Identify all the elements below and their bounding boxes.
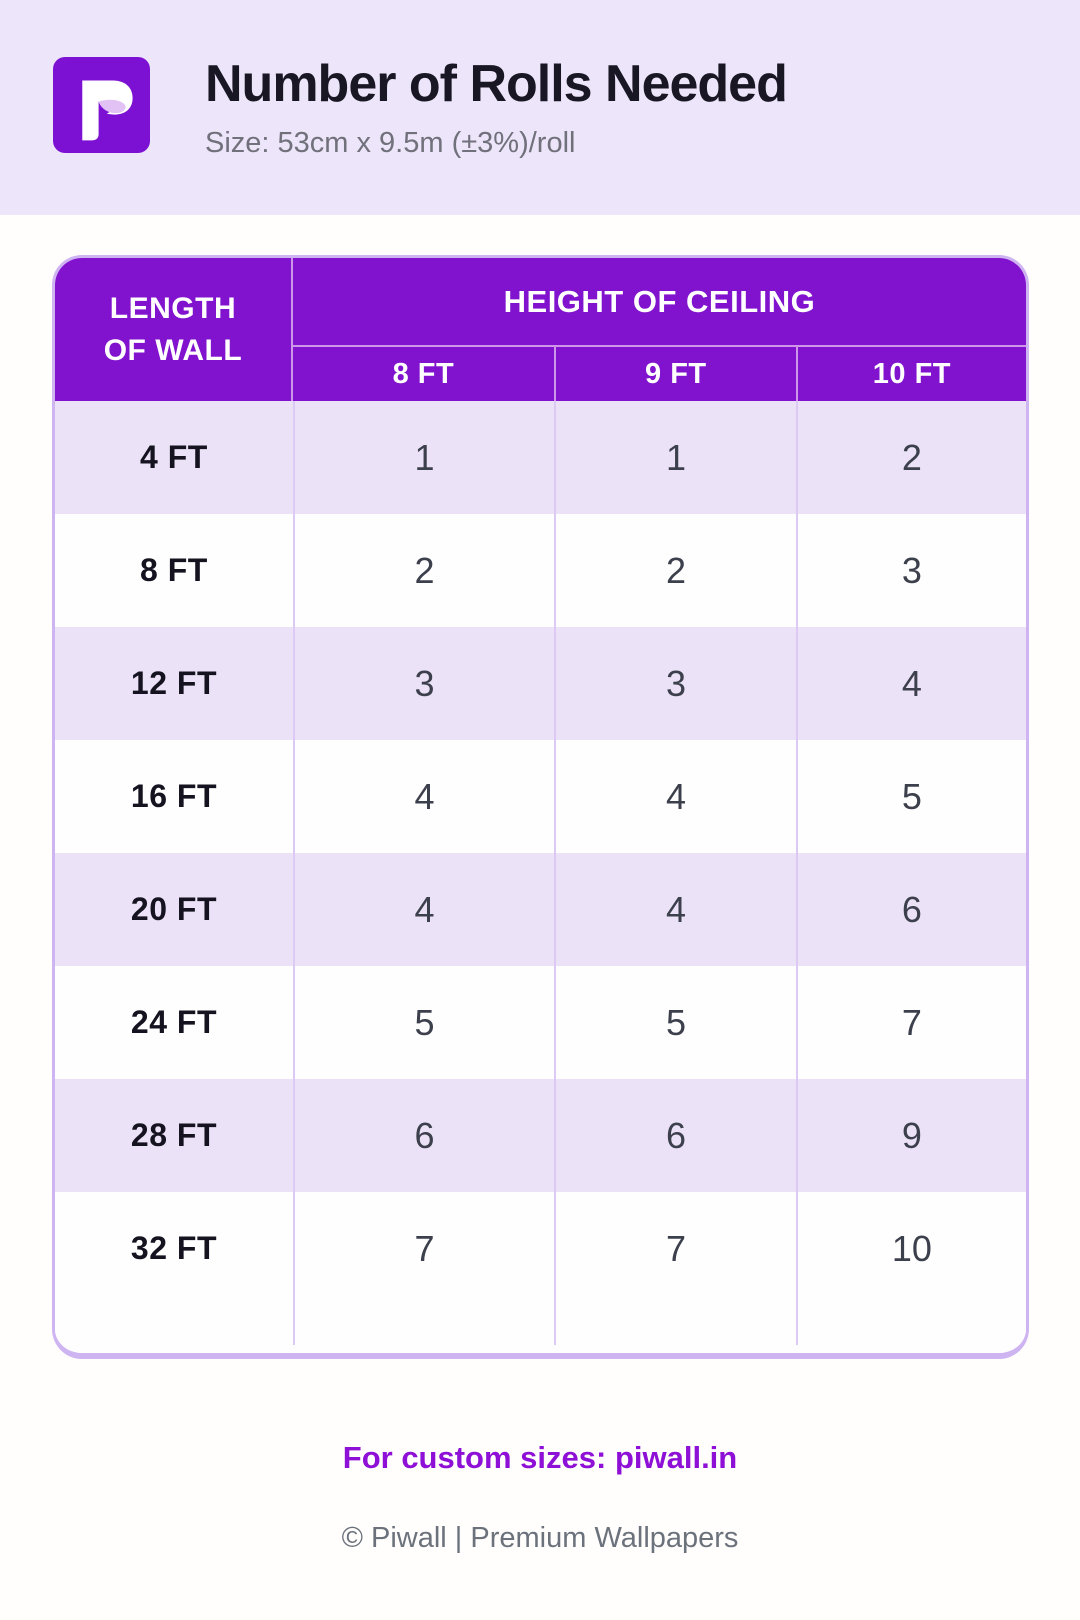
cell-value: 3: [292, 627, 554, 740]
cell-value: 7: [554, 1192, 796, 1305]
corner-header-length-of-wall: LENGTH OF WALL: [55, 258, 293, 401]
height-of-ceiling-group: HEIGHT OF CEILING 8 FT 9 FT 10 FT: [292, 258, 1026, 401]
row-label: 16 FT: [130, 778, 217, 814]
cell-value: 5: [795, 740, 1026, 853]
row-label: 20 FT: [130, 891, 217, 927]
table-row: 24 FT 5 5 7: [55, 966, 1026, 1079]
cell-value: 1: [292, 401, 554, 514]
custom-sizes-text: For custom sizes: piwall.in: [342, 1440, 738, 1475]
cell-value: 4: [554, 853, 796, 966]
row-label: 8 FT: [140, 552, 208, 588]
column-header-9ft: 9 FT: [553, 347, 796, 401]
page-footer: For custom sizes: piwall.in © Piwall | P…: [0, 1440, 1080, 1555]
column-separator: [292, 1305, 554, 1345]
column-separator: [554, 1305, 796, 1345]
cell-value: 6: [795, 853, 1026, 966]
column-header-8ft: 8 FT: [392, 357, 455, 390]
cell-value: 2: [795, 401, 1026, 514]
cell-value: 4: [292, 853, 554, 966]
cell-value: 2: [554, 514, 796, 627]
column-header-row: 8 FT 9 FT 10 FT: [292, 345, 1026, 401]
cell-value: 10: [795, 1192, 1026, 1305]
cell-value: 3: [795, 514, 1026, 627]
row-label: 12 FT: [130, 665, 217, 701]
cell-value: 6: [292, 1079, 554, 1192]
rolls-table: LENGTH OF WALL HEIGHT OF CEILING 8 FT 9 …: [52, 255, 1029, 1359]
cell-value: 7: [292, 1192, 554, 1305]
page-title: Number of Rolls Needed: [205, 55, 788, 113]
table-row: 4 FT 1 1 2: [55, 401, 1026, 514]
cell-value: 4: [554, 740, 796, 853]
table-bottom-pad: [55, 1305, 1026, 1353]
copyright-text: © Piwall | Premium Wallpapers: [341, 1522, 739, 1554]
table-row: 32 FT 7 7 10: [55, 1192, 1026, 1305]
table-row: 20 FT 4 4 6: [55, 853, 1026, 966]
cell-value: 9: [795, 1079, 1026, 1192]
table-body: 4 FT 1 1 2 8 FT 2 2 3 12 FT 3 3 4 16 FT …: [55, 401, 1026, 1305]
cell-value: 4: [795, 627, 1026, 740]
row-label: 28 FT: [130, 1117, 217, 1153]
cell-value: 1: [554, 401, 796, 514]
table-row: 8 FT 2 2 3: [55, 514, 1026, 627]
table-row: 12 FT 3 3 4: [55, 627, 1026, 740]
piwall-logo-icon: [53, 57, 150, 153]
row-label: 4 FT: [140, 439, 208, 475]
column-separator: [795, 1305, 1026, 1345]
page-subtitle: Size: 53cm x 9.5m (±3%)/roll: [205, 126, 576, 159]
page-header: Number of Rolls Needed Size: 53cm x 9.5m…: [0, 0, 1080, 215]
cell-value: 3: [554, 627, 796, 740]
table-row: 28 FT 6 6 9: [55, 1079, 1026, 1192]
row-label: 32 FT: [130, 1230, 217, 1266]
column-header-10ft: 10 FT: [795, 347, 1026, 401]
row-label: 24 FT: [130, 1004, 217, 1040]
table-row: 16 FT 4 4 5: [55, 740, 1026, 853]
table-header: LENGTH OF WALL HEIGHT OF CEILING 8 FT 9 …: [55, 258, 1026, 401]
cell-value: 7: [795, 966, 1026, 1079]
cell-value: 2: [292, 514, 554, 627]
cell-value: 5: [292, 966, 554, 1079]
group-header: HEIGHT OF CEILING: [503, 283, 816, 319]
title-block: Number of Rolls Needed Size: 53cm x 9.5m…: [205, 55, 788, 160]
cell-value: 6: [554, 1079, 796, 1192]
cell-value: 5: [554, 966, 796, 1079]
cell-value: 4: [292, 740, 554, 853]
